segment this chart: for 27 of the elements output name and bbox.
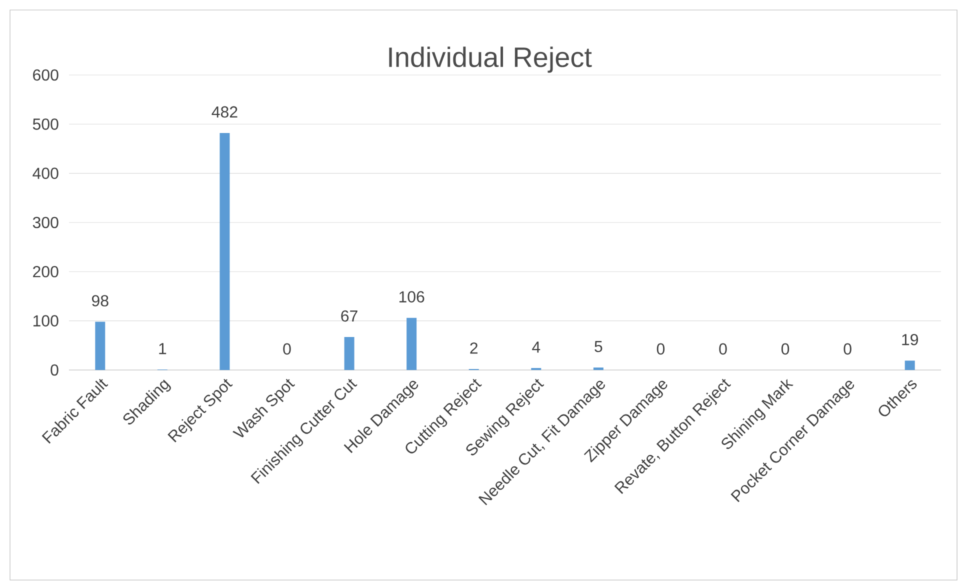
y-tick-label: 100	[33, 315, 58, 326]
bar	[95, 322, 106, 370]
y-tick-label: 500	[32, 118, 58, 130]
y-tick-label: 200	[33, 266, 58, 278]
data-label: 0	[656, 343, 665, 355]
bar	[406, 318, 417, 370]
data-label: 2	[470, 342, 478, 354]
y-tick-label: 600	[33, 69, 58, 81]
bar	[220, 133, 230, 370]
bar	[904, 360, 915, 370]
data-label: 106	[399, 291, 424, 302]
data-label: 4	[532, 342, 540, 353]
data-label: 0	[781, 343, 790, 355]
data-label: 98	[92, 295, 108, 306]
bar	[344, 337, 354, 370]
y-tick-label: 400	[32, 168, 58, 179]
data-label: 5	[594, 340, 602, 352]
y-tick-label: 300	[32, 216, 58, 228]
data-label: 482	[212, 106, 238, 118]
y-tick-label: 0	[50, 364, 58, 376]
data-label: 67	[341, 310, 358, 322]
data-label: 0	[844, 343, 852, 355]
data-label: 0	[283, 343, 291, 355]
data-label: 1	[159, 343, 166, 354]
data-label: 19	[902, 334, 918, 346]
data-label: 0	[719, 343, 727, 355]
chart-title: Individual Reject	[389, 46, 592, 73]
